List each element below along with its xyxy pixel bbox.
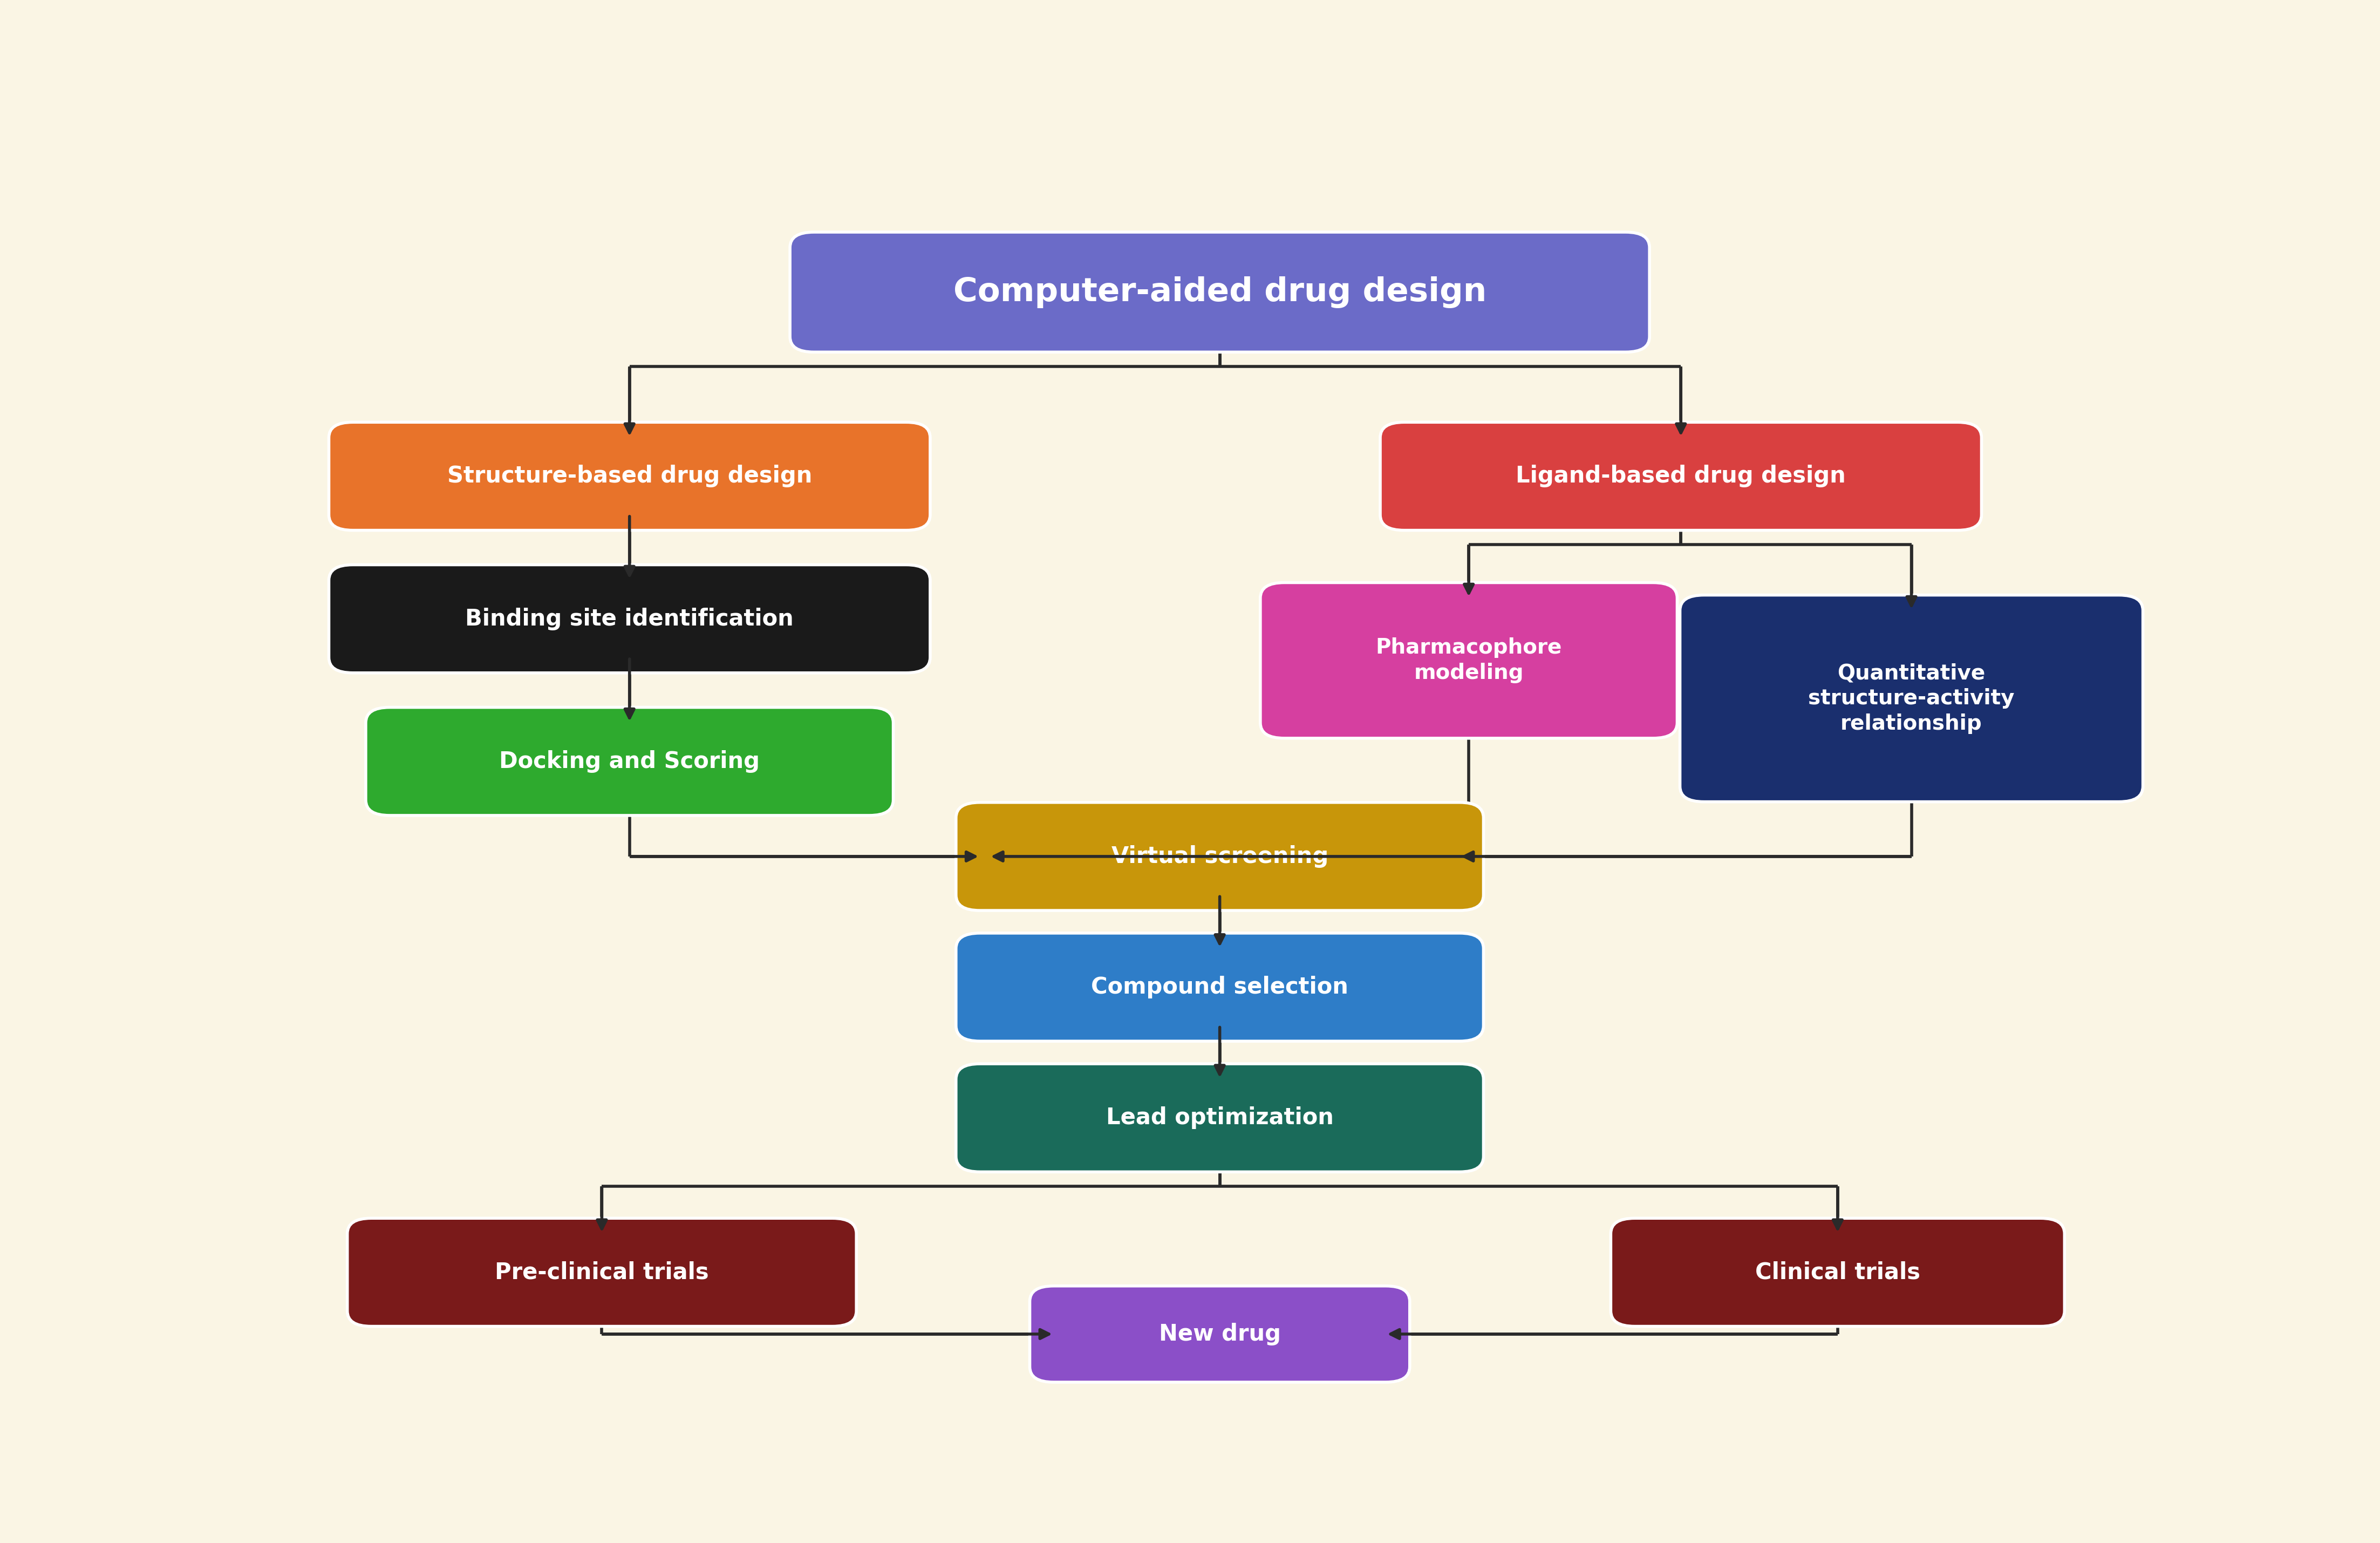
Text: Quantitative
structure-activity
relationship: Quantitative structure-activity relation… bbox=[1809, 663, 2013, 734]
Text: New drug: New drug bbox=[1159, 1322, 1280, 1345]
Text: Clinical trials: Clinical trials bbox=[1754, 1261, 1921, 1284]
FancyBboxPatch shape bbox=[328, 565, 931, 673]
FancyBboxPatch shape bbox=[1261, 583, 1678, 738]
Text: Compound selection: Compound selection bbox=[1090, 975, 1349, 998]
FancyBboxPatch shape bbox=[790, 231, 1649, 352]
Text: Ligand-based drug design: Ligand-based drug design bbox=[1516, 464, 1847, 488]
Text: Pharmacophore
modeling: Pharmacophore modeling bbox=[1376, 637, 1561, 684]
FancyBboxPatch shape bbox=[1680, 596, 2142, 802]
Text: Pre-clinical trials: Pre-clinical trials bbox=[495, 1261, 709, 1284]
Text: Binding site identification: Binding site identification bbox=[464, 608, 795, 630]
FancyBboxPatch shape bbox=[1611, 1219, 2063, 1327]
FancyBboxPatch shape bbox=[957, 1063, 1483, 1171]
Text: Computer-aided drug design: Computer-aided drug design bbox=[952, 276, 1488, 309]
FancyBboxPatch shape bbox=[1380, 423, 1983, 531]
Text: Lead optimization: Lead optimization bbox=[1107, 1106, 1333, 1129]
Text: Structure-based drug design: Structure-based drug design bbox=[447, 464, 812, 488]
Text: Docking and Scoring: Docking and Scoring bbox=[500, 750, 759, 773]
FancyBboxPatch shape bbox=[957, 802, 1483, 910]
FancyBboxPatch shape bbox=[1031, 1285, 1409, 1383]
FancyBboxPatch shape bbox=[347, 1219, 857, 1327]
FancyBboxPatch shape bbox=[367, 707, 892, 815]
FancyBboxPatch shape bbox=[957, 934, 1483, 1042]
Text: Virtual screening: Virtual screening bbox=[1111, 846, 1328, 867]
FancyBboxPatch shape bbox=[328, 423, 931, 531]
